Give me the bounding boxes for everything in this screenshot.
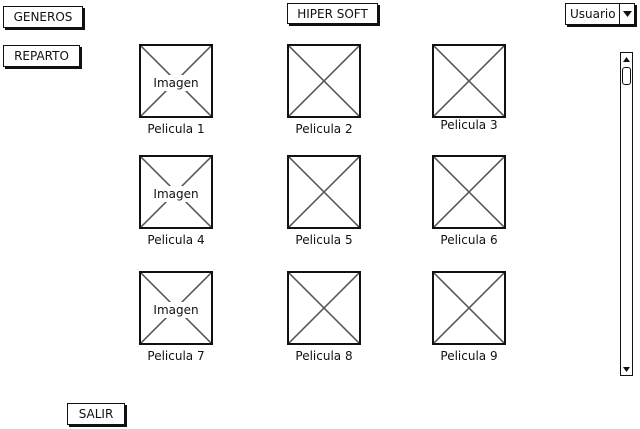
image-placeholder-icon [287, 271, 361, 345]
chevron-down-icon [619, 4, 634, 24]
page-title: HIPER SOFT [287, 3, 378, 24]
movie-title: Pelicula 3 [440, 118, 498, 132]
movie-title: Pelicula 6 [440, 233, 498, 247]
salir-button[interactable]: SALIR [67, 403, 125, 425]
movie-title: Pelicula 1 [147, 122, 205, 136]
movie-title: Pelicula 2 [295, 122, 353, 136]
arrow-down-icon[interactable] [621, 363, 632, 375]
movie-card-8[interactable]: Pelicula 8 [274, 271, 374, 363]
generos-button[interactable]: GENEROS [3, 6, 83, 28]
movie-card-1[interactable]: Imagen Pelicula 1 [126, 44, 226, 136]
image-placeholder-icon [432, 44, 506, 118]
scrollbar-thumb[interactable] [622, 67, 631, 85]
image-placeholder-icon: Imagen [139, 271, 213, 345]
movie-card-6[interactable]: Pelicula 6 [419, 155, 519, 247]
movie-title: Pelicula 9 [440, 349, 498, 363]
movie-title: Pelicula 8 [295, 349, 353, 363]
movie-title: Pelicula 7 [147, 349, 205, 363]
movie-card-9[interactable]: Pelicula 9 [419, 271, 519, 363]
movie-card-2[interactable]: Pelicula 2 [274, 44, 374, 136]
movie-card-4[interactable]: Imagen Pelicula 4 [126, 155, 226, 247]
user-select[interactable]: Usuario [565, 3, 635, 25]
image-placeholder-icon: Imagen [139, 44, 213, 118]
image-placeholder-icon [432, 155, 506, 229]
image-placeholder-icon [287, 44, 361, 118]
vertical-scrollbar[interactable] [620, 52, 633, 376]
image-label: Imagen [141, 302, 211, 318]
image-placeholder-icon [287, 155, 361, 229]
movie-card-7[interactable]: Imagen Pelicula 7 [126, 271, 226, 363]
movie-title: Pelicula 5 [295, 233, 353, 247]
arrow-up-icon[interactable] [621, 53, 632, 65]
movie-card-3[interactable]: Pelicula 3 [419, 44, 519, 132]
user-select-value: Usuario [570, 7, 616, 21]
reparto-button[interactable]: REPARTO [3, 45, 80, 67]
image-label: Imagen [141, 75, 211, 91]
movie-title: Pelicula 4 [147, 233, 205, 247]
image-label: Imagen [141, 186, 211, 202]
image-placeholder-icon: Imagen [139, 155, 213, 229]
image-placeholder-icon [432, 271, 506, 345]
movie-card-5[interactable]: Pelicula 5 [274, 155, 374, 247]
